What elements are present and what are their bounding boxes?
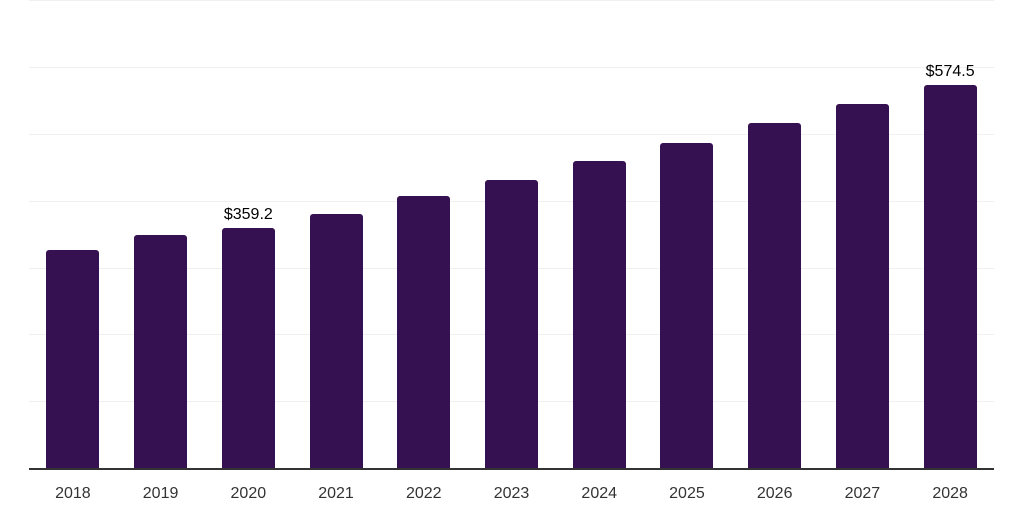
bar-2021 (309, 213, 363, 469)
x-tick-label-2021: 2021 (318, 485, 354, 502)
data-label-2028: $574.5 (925, 62, 975, 80)
x-tick-label-2027: 2027 (844, 485, 881, 502)
bar-2022 (397, 196, 451, 469)
x-tick-label-2022: 2022 (405, 485, 442, 502)
gridline (29, 66, 994, 68)
bar-2027 (835, 103, 889, 469)
bar-2024 (572, 161, 626, 469)
bar-2025 (660, 143, 714, 469)
bar-2020 (221, 228, 275, 469)
x-tick-label-2026: 2026 (756, 485, 793, 502)
gridline (29, 0, 994, 2)
bar-2023 (485, 179, 538, 469)
data-label-2020: $359.2 (223, 206, 273, 224)
bar-2028 (923, 84, 977, 469)
bar-2018 (46, 250, 100, 469)
bar-2026 (748, 123, 802, 469)
gridline (29, 133, 994, 135)
x-tick-label-2025: 2025 (669, 485, 705, 502)
x-tick-label-2018: 2018 (55, 485, 91, 502)
x-tick-label-2024: 2024 (581, 485, 618, 502)
bar-2019 (134, 235, 188, 469)
x-tick-label-2028: 2028 (932, 485, 968, 502)
x-tick-label-2019: 2019 (142, 485, 179, 502)
x-tick-label-2020: 2020 (230, 485, 267, 502)
x-axis-line (29, 467, 994, 470)
x-tick-label-2023: 2023 (493, 485, 530, 502)
